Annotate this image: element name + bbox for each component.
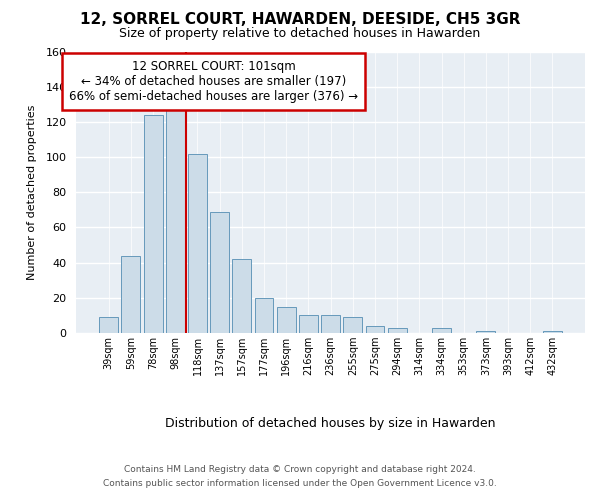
Bar	[143, 115, 163, 333]
Bar	[188, 154, 207, 333]
Text: 12, SORREL COURT, HAWARDEN, DEESIDE, CH5 3GR: 12, SORREL COURT, HAWARDEN, DEESIDE, CH5…	[80, 12, 520, 28]
Bar	[476, 332, 496, 333]
Bar	[543, 332, 562, 333]
Bar	[321, 316, 340, 333]
Bar	[166, 104, 185, 333]
Bar	[365, 326, 385, 333]
Bar	[299, 316, 318, 333]
Bar	[232, 259, 251, 333]
Bar	[254, 298, 274, 333]
Bar	[121, 256, 140, 333]
Y-axis label: Number of detached properties: Number of detached properties	[27, 104, 37, 280]
Bar	[277, 306, 296, 333]
Bar	[210, 212, 229, 333]
Bar	[343, 317, 362, 333]
X-axis label: Distribution of detached houses by size in Hawarden: Distribution of detached houses by size …	[166, 417, 496, 430]
Text: Size of property relative to detached houses in Hawarden: Size of property relative to detached ho…	[119, 28, 481, 40]
Bar	[388, 328, 407, 333]
Bar	[432, 328, 451, 333]
Text: 12 SORREL COURT: 101sqm
← 34% of detached houses are smaller (197)
66% of semi-d: 12 SORREL COURT: 101sqm ← 34% of detache…	[69, 60, 358, 103]
Bar	[100, 317, 118, 333]
Text: Contains HM Land Registry data © Crown copyright and database right 2024.
Contai: Contains HM Land Registry data © Crown c…	[103, 466, 497, 487]
